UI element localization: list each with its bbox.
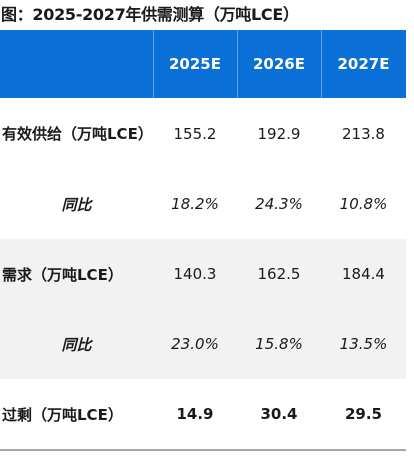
table-row-demand-yoy: 同比 23.0% 15.8% 13.5% xyxy=(0,309,406,379)
header-divider xyxy=(321,30,322,98)
cell-supply-2026e: 192.9 xyxy=(257,124,301,143)
cell-surplus-2025e: 14.9 xyxy=(176,405,214,423)
cell-supply-2025e: 155.2 xyxy=(173,124,217,143)
cell-demand-yoy-2027e: 13.5% xyxy=(339,335,388,353)
table-bottom-rule xyxy=(0,449,406,451)
cell-demand-2026e: 162.5 xyxy=(257,265,301,283)
table-row-demand: 需求（万吨LCE） 140.3 162.5 184.4 xyxy=(0,239,406,309)
row-label-supply: 有效供给（万吨LCE） xyxy=(2,125,153,143)
cell-surplus-2027e: 29.5 xyxy=(344,405,382,423)
row-label-supply-yoy: 同比 xyxy=(61,195,92,214)
cell-supply-yoy-2026e: 24.3% xyxy=(255,195,303,213)
header-cell-2027e: 2027E xyxy=(337,55,390,73)
row-label-demand: 需求（万吨LCE） xyxy=(2,265,123,284)
table-row-supply-yoy: 同比 18.2% 24.3% 10.8% xyxy=(0,169,406,239)
cell-demand-2027e: 184.4 xyxy=(342,265,385,283)
table-row-surplus: 过剩（万吨LCE） 14.9 30.4 29.5 xyxy=(0,379,406,449)
cell-supply-yoy-2027e: 10.8% xyxy=(339,195,388,213)
cell-supply-2027e: 213.8 xyxy=(342,124,385,143)
cell-surplus-2026e: 30.4 xyxy=(260,405,298,423)
cell-demand-yoy-2026e: 15.8% xyxy=(255,335,303,353)
row-label-surplus: 过剩（万吨LCE） xyxy=(2,405,123,424)
cell-supply-yoy-2025e: 18.2% xyxy=(171,195,219,213)
page-title: 图：2025-2027年供需测算（万吨LCE） xyxy=(1,5,299,24)
supply-demand-table: 2025E 2026E 2027E 有效供给（万吨LCE） 155.2 192.… xyxy=(0,30,406,449)
header-cell-2025e: 2025E xyxy=(169,55,221,73)
header-cell-2026e: 2026E xyxy=(253,55,305,73)
table-header-row: 2025E 2026E 2027E xyxy=(0,30,406,98)
header-divider xyxy=(153,30,154,98)
row-label-demand-yoy: 同比 xyxy=(61,335,92,354)
header-divider xyxy=(237,30,238,98)
cell-demand-2025e: 140.3 xyxy=(173,265,217,283)
cell-demand-yoy-2025e: 23.0% xyxy=(171,335,219,353)
table-row-supply: 有效供给（万吨LCE） 155.2 192.9 213.8 xyxy=(0,98,406,169)
